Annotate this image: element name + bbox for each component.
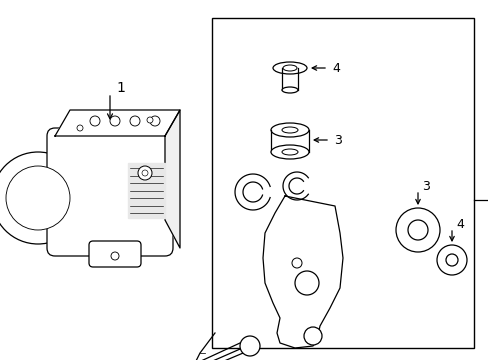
- Circle shape: [130, 116, 140, 126]
- Circle shape: [90, 116, 100, 126]
- Circle shape: [6, 166, 70, 230]
- Text: 3: 3: [421, 180, 429, 193]
- Circle shape: [147, 117, 153, 123]
- Circle shape: [240, 336, 260, 356]
- Ellipse shape: [270, 145, 308, 159]
- Ellipse shape: [270, 123, 308, 137]
- Ellipse shape: [282, 149, 297, 155]
- FancyBboxPatch shape: [89, 241, 141, 267]
- Ellipse shape: [272, 62, 306, 74]
- Polygon shape: [164, 110, 180, 248]
- Circle shape: [77, 125, 83, 131]
- Polygon shape: [55, 110, 180, 136]
- Text: 3: 3: [333, 134, 341, 147]
- FancyBboxPatch shape: [47, 128, 173, 256]
- Circle shape: [150, 116, 160, 126]
- Circle shape: [395, 208, 439, 252]
- Text: 4: 4: [455, 217, 463, 230]
- Polygon shape: [128, 163, 164, 218]
- Circle shape: [304, 327, 321, 345]
- Text: 1: 1: [116, 81, 124, 95]
- Ellipse shape: [282, 87, 297, 93]
- Circle shape: [111, 252, 119, 260]
- Circle shape: [138, 166, 152, 180]
- Circle shape: [294, 271, 318, 295]
- Circle shape: [0, 152, 84, 244]
- Circle shape: [407, 220, 427, 240]
- Ellipse shape: [283, 65, 296, 71]
- Circle shape: [291, 258, 302, 268]
- Circle shape: [436, 245, 466, 275]
- Circle shape: [445, 254, 457, 266]
- Circle shape: [110, 116, 120, 126]
- Ellipse shape: [282, 127, 297, 133]
- Circle shape: [142, 170, 148, 176]
- Text: 4: 4: [331, 62, 339, 75]
- Bar: [212, 18, 473, 348]
